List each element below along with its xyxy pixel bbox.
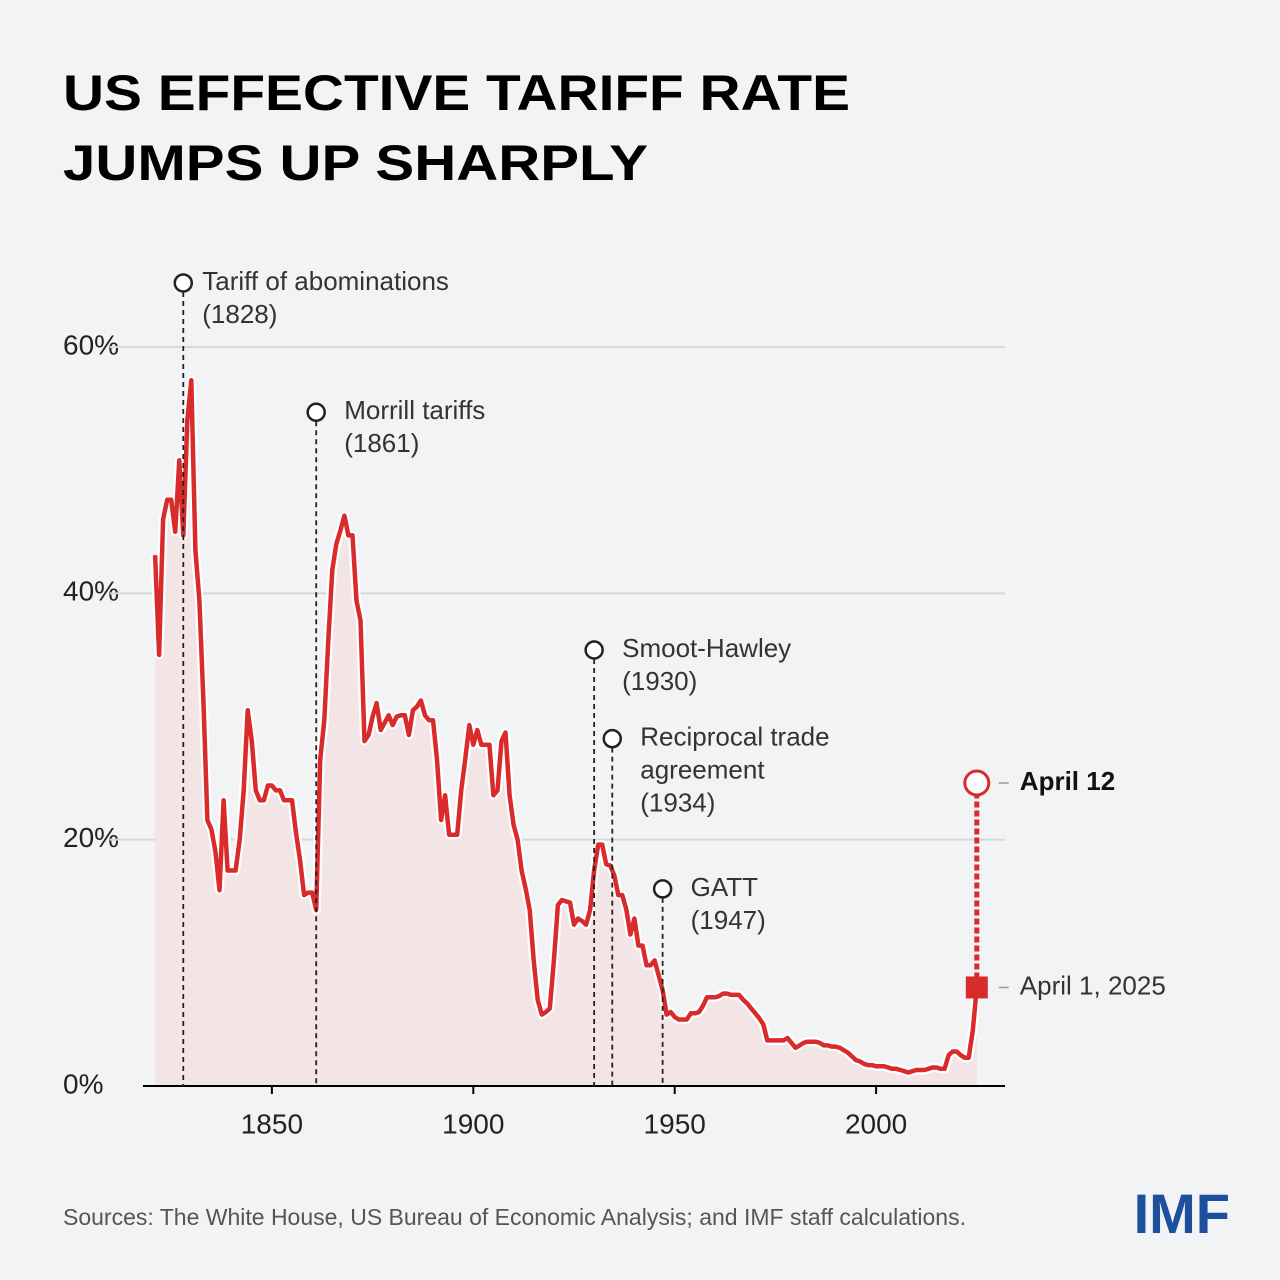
annotation-dot: [584, 640, 604, 660]
x-tick-label: 2000: [845, 1108, 907, 1139]
logo: IMF: [1134, 1182, 1230, 1245]
x-tick-label: 1900: [442, 1108, 504, 1139]
y-tick-label: 40%: [63, 576, 119, 607]
marker-label: April 1, 2025: [1020, 970, 1166, 1000]
y-tick-label: 60%: [63, 329, 119, 360]
annotation-label: (1828): [202, 299, 277, 329]
annotation-label: GATT: [691, 872, 759, 902]
area: [155, 380, 977, 1086]
marker-label: April 12: [1020, 766, 1115, 796]
x-tick-label: 1850: [241, 1108, 303, 1139]
annotation-label: (1947): [691, 905, 766, 935]
annotation-label: Reciprocal trade: [640, 722, 829, 752]
annotation-dot: [602, 728, 623, 749]
chart-title: US EFFECTIVE TARIFF RATE: [63, 65, 850, 121]
annotation-dot: [652, 879, 673, 899]
annotation-label: Tariff of abominations: [202, 266, 449, 296]
y-tick-label: 0%: [63, 1068, 103, 1099]
x-tick-label: 1950: [644, 1108, 706, 1139]
marker-square: [965, 976, 988, 999]
annotation-label: Morrill tariffs: [344, 395, 485, 425]
annotation-label: (1934): [640, 788, 715, 818]
annotation-dot: [173, 273, 194, 293]
annotation-label: (1930): [622, 666, 697, 696]
annotation-label: Smoot-Hawley: [622, 633, 791, 663]
y-tick-label: 20%: [63, 822, 119, 853]
line: [152, 378, 980, 1075]
annotation-label: (1861): [344, 428, 419, 458]
chart-title: JUMPS UP SHARPLY: [63, 135, 648, 191]
annotation-label: agreement: [640, 755, 765, 785]
marker-circle: [963, 769, 991, 797]
annotation-dot: [306, 402, 326, 423]
source-note: Sources: The White House, US Bureau of E…: [63, 1204, 966, 1230]
